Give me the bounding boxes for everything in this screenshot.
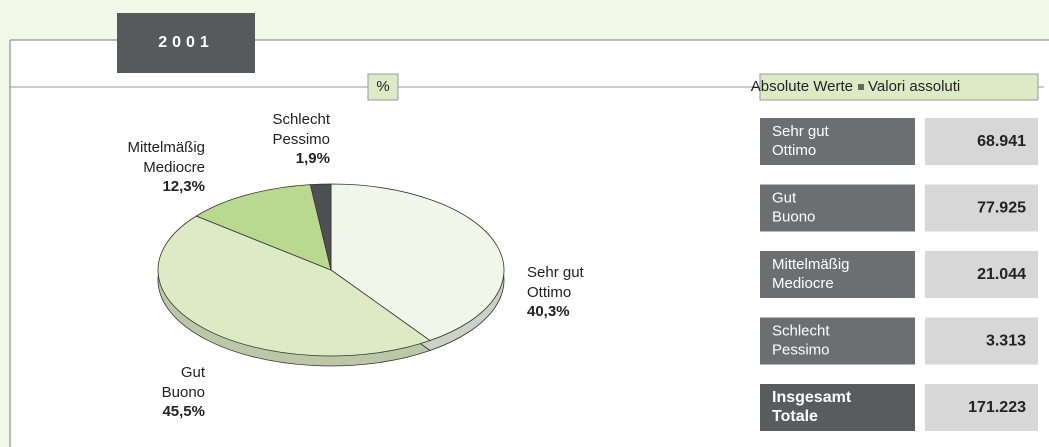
slice-value: 40,3% bbox=[527, 303, 570, 320]
table-title-box bbox=[759, 73, 1039, 101]
year-tab bbox=[117, 13, 255, 73]
pie-slice bbox=[330, 183, 505, 341]
slice-label-it: Ottimo bbox=[527, 284, 571, 301]
slice-label-it: Pessimo bbox=[272, 131, 330, 148]
pie-slice bbox=[157, 215, 431, 357]
row-label-it: Mediocre bbox=[772, 275, 834, 292]
row-label-de: Gut bbox=[772, 189, 797, 206]
separator bbox=[858, 84, 864, 90]
row-value-cell bbox=[925, 317, 1038, 365]
slice-value: 45,5% bbox=[162, 403, 205, 420]
pie-slice bbox=[195, 184, 332, 271]
row-value: 171.223 bbox=[968, 399, 1026, 416]
row-value: 3.313 bbox=[986, 333, 1026, 350]
slice-value: 12,3% bbox=[162, 178, 205, 195]
table-title-de: Absolute Werte bbox=[751, 78, 853, 95]
row-value-cell bbox=[925, 184, 1038, 232]
row-label-cell bbox=[760, 251, 915, 298]
slice-label-de: Gut bbox=[181, 364, 206, 381]
row-value: 77.925 bbox=[977, 200, 1026, 217]
slice-value: 1,9% bbox=[296, 150, 330, 167]
slice-label-it: Mediocre bbox=[143, 159, 205, 176]
row-label-cell bbox=[760, 118, 915, 165]
year: 2001 bbox=[158, 34, 214, 51]
slice-label-de: Schlecht bbox=[272, 111, 330, 128]
row-value: 68.941 bbox=[977, 133, 1026, 150]
pie-slice bbox=[309, 183, 332, 271]
row-label-cell bbox=[760, 184, 915, 232]
slice-label-it: Buono bbox=[162, 384, 205, 401]
row-label-de: Mittelmäßig bbox=[772, 256, 850, 273]
row-value-cell bbox=[925, 251, 1038, 298]
row-label-it: Buono bbox=[772, 208, 815, 225]
slice-label-de: Sehr gut bbox=[527, 264, 585, 281]
table-title-it: Valori assoluti bbox=[868, 78, 960, 95]
slice-label-de: Mittelmäßig bbox=[127, 139, 205, 156]
row-value: 21.044 bbox=[977, 266, 1026, 283]
row-label-cell bbox=[760, 384, 915, 431]
row-value-cell bbox=[925, 384, 1038, 431]
row-label-it: Pessimo bbox=[772, 341, 830, 358]
chart-title: % bbox=[376, 78, 389, 95]
row-label-de: Insgesamt bbox=[772, 389, 852, 406]
percent-box bbox=[367, 73, 399, 101]
row-label-cell bbox=[760, 317, 915, 365]
row-value-cell bbox=[925, 118, 1038, 165]
row-label-it: Totale bbox=[772, 408, 818, 425]
row-label-de: Sehr gut bbox=[772, 123, 830, 140]
row-label-it: Ottimo bbox=[772, 142, 816, 159]
row-label-de: Schlecht bbox=[772, 322, 830, 339]
